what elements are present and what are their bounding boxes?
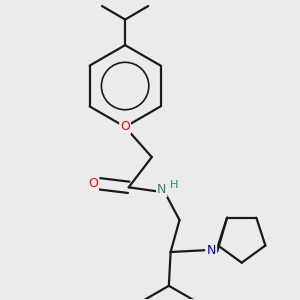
Text: N: N xyxy=(207,244,216,257)
Text: H: H xyxy=(169,180,178,190)
Text: O: O xyxy=(120,120,130,134)
Text: N: N xyxy=(157,183,166,196)
Text: O: O xyxy=(88,177,98,190)
